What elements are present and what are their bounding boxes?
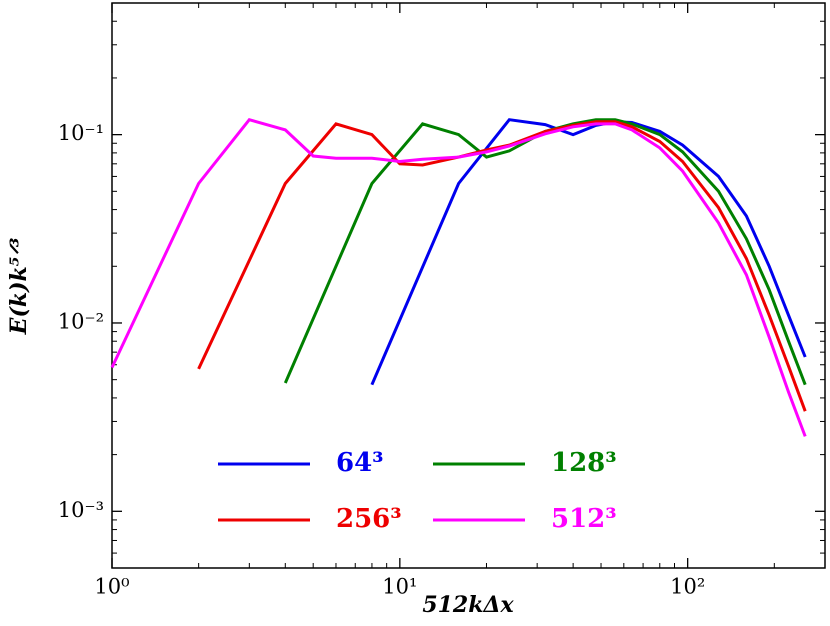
y-tick-label: 10⁻¹ — [58, 121, 104, 145]
y-axis-label: E(k)k⁵ᐟ³ — [6, 237, 32, 335]
legend-label: 256³ — [336, 504, 402, 534]
plot-frame — [111, 2, 826, 569]
x-tick-label: 10¹ — [382, 575, 417, 599]
legend-label: 64³ — [336, 448, 384, 478]
y-tick-label: 10⁻² — [58, 309, 104, 333]
y-tick-label: 10⁻³ — [58, 498, 104, 522]
legend-label: 128³ — [551, 448, 617, 478]
series-line — [197, 120, 807, 412]
series-line — [283, 118, 807, 386]
x-tick-label: 10⁰ — [94, 575, 129, 599]
legend-label: 512³ — [551, 504, 617, 534]
x-tick-label: 10² — [670, 575, 705, 599]
x-axis-label: 512kΔx — [422, 592, 514, 618]
series-line — [110, 117, 807, 437]
